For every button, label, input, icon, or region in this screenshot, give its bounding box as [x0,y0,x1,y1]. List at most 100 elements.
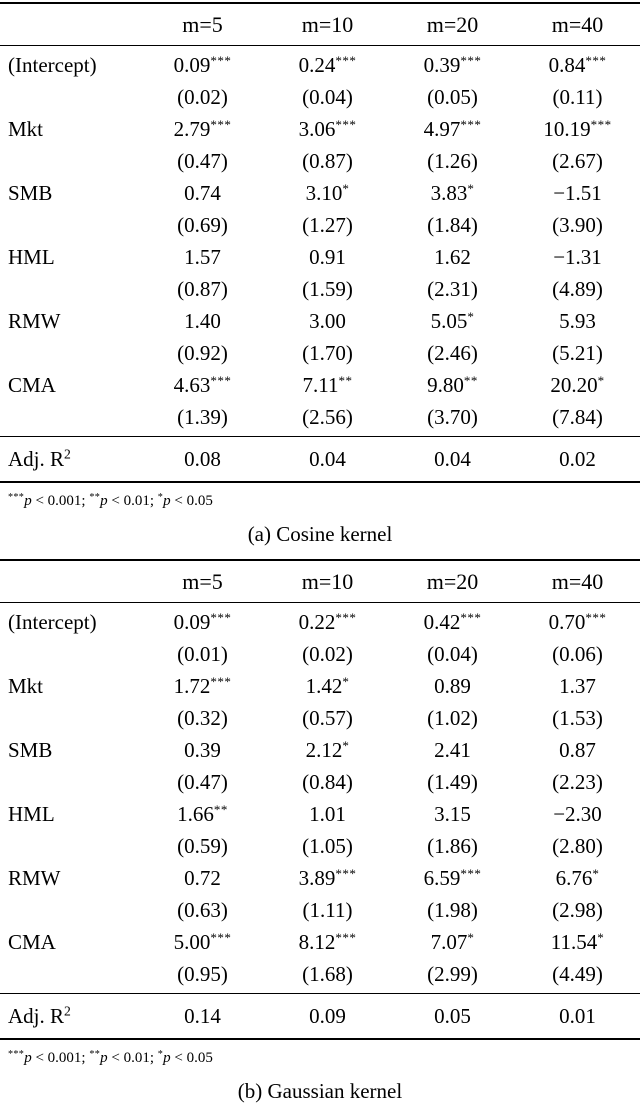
estimate-cell: 0.09*** [140,603,265,639]
estimate-value: 1.42 [305,674,343,698]
adj-r2-label-base: Adj. R [8,1004,65,1028]
significance-stars: *** [210,929,232,945]
estimate-cell: 0.72 [140,862,265,894]
coefficient-row: HML 1.66** 1.01 3.15 −2.30 [0,798,640,830]
std-error-cell: (1.70) [302,341,353,365]
estimate-value: 3.00 [309,309,346,333]
significance-stars: ** [338,372,353,388]
estimate-value: 6.59 [423,866,461,890]
table-caption: (a) Cosine kernel [247,522,393,546]
significance-stars: * [467,929,475,945]
significance-footnote: ***p < 0.001; **p < 0.01; *p < 0.05 [0,483,640,517]
column-header: m=5 [140,3,265,46]
empty-label-cell [0,209,140,241]
std-error-cell: (0.47) [177,770,228,794]
table-header-row: m=5 m=10 m=20 m=40 [0,3,640,46]
header-empty-cell [0,560,140,603]
std-error-cell: (2.56) [302,405,353,429]
significance-footnote: ***p < 0.001; **p < 0.01; *p < 0.05 [0,1040,640,1074]
adj-r2-row: Adj. R2 0.08 0.04 0.04 0.02 [0,436,640,483]
estimate-value: 1.40 [184,309,221,333]
estimate-value: 2.12 [305,738,343,762]
estimate-value: 0.42 [423,610,461,634]
estimate-cell: 3.10* [265,177,390,209]
footnote-stars: *** [8,491,25,503]
std-error-row: (0.95) (1.68) (2.99) (4.49) [0,958,640,994]
estimate-value: −2.30 [553,802,602,826]
kernel-table-section-cosine: m=5 m=10 m=20 m=40 (Intercept) 0.09*** 0.24**… [0,2,640,559]
footnote-p-variable: p [100,493,108,509]
significance-stars: *** [460,609,482,625]
column-header: m=20 [390,560,515,603]
estimate-value: 10.19 [543,117,591,141]
empty-label-cell [0,702,140,734]
empty-label-cell [0,638,140,670]
coefficient-row: RMW 1.40 3.00 5.05* 5.93 [0,305,640,337]
estimate-cell: 6.76* [515,862,640,894]
std-error-cell: (7.84) [552,405,603,429]
std-error-cell: (1.02) [427,706,478,730]
std-error-cell: (4.89) [552,277,603,301]
estimate-cell: 0.91 [265,241,390,273]
footnote-condition: < 0.01; [111,1050,155,1066]
footnote-p-variable: p [163,493,171,509]
significance-stars: * [342,673,350,689]
coefficient-row: HML 1.57 0.91 1.62 −1.31 [0,241,640,273]
estimate-cell: 0.74 [140,177,265,209]
estimate-value: 0.22 [298,610,336,634]
coefficient-label: HML [8,802,55,826]
std-error-cell: (1.26) [427,149,478,173]
coefficient-row: (Intercept) 0.09*** 0.24*** 0.39*** 0.84*** [0,46,640,82]
significance-stars: *** [335,52,357,68]
estimate-value: 0.09 [173,610,211,634]
coefficient-label: RMW [8,866,61,890]
estimate-cell: 11.54* [515,926,640,958]
estimate-cell: 5.00*** [140,926,265,958]
estimate-value: 0.89 [434,674,471,698]
estimate-value: 11.54 [550,930,598,954]
footnote-stars: * [157,1048,164,1060]
std-error-cell: (0.11) [552,85,603,109]
estimate-cell: 0.89 [390,670,515,702]
std-error-cell: (2.31) [427,277,478,301]
significance-stars: *** [585,609,607,625]
coefficient-row: (Intercept) 0.09*** 0.22*** 0.42*** 0.70*** [0,603,640,639]
estimate-cell: 5.93 [515,305,640,337]
column-header: m=10 [265,3,390,46]
footnote-p-variable: p [100,1050,108,1066]
estimate-cell: 3.15 [390,798,515,830]
std-error-cell: (0.32) [177,706,228,730]
adj-r2-row-inner: Adj. R2 0.14 0.09 0.05 0.01 [0,993,640,1040]
footnote-stars: * [157,491,164,503]
significance-stars: *** [460,116,482,132]
estimate-value: 0.39 [184,738,221,762]
estimate-cell: 2.12* [265,734,390,766]
significance-stars: * [342,180,350,196]
estimate-value: 7.07 [430,930,468,954]
footnote-condition: < 0.01; [111,493,155,509]
std-error-row: (0.69) (1.27) (1.84) (3.90) [0,209,640,241]
footnote-stars: ** [89,491,101,503]
std-error-cell: (0.87) [302,149,353,173]
std-error-cell: (0.87) [177,277,228,301]
std-error-row: (0.47) (0.84) (1.49) (2.23) [0,766,640,798]
estimate-value: 5.00 [173,930,211,954]
std-error-cell: (0.02) [302,642,353,666]
estimate-cell: 0.42*** [390,603,515,639]
std-error-cell: (0.01) [177,642,228,666]
adj-r2-row-inner: Adj. R2 0.08 0.04 0.04 0.02 [0,436,640,483]
estimate-value: 2.41 [434,738,471,762]
significance-stars: *** [335,609,357,625]
coefficient-label: CMA [8,373,56,397]
estimate-cell: 0.24*** [265,46,390,82]
significance-stars: *** [335,865,357,881]
estimate-cell: 10.19*** [515,113,640,145]
std-error-cell: (0.02) [177,85,228,109]
std-error-row: (0.47) (0.87) (1.26) (2.67) [0,145,640,177]
significance-stars: ** [213,801,228,817]
std-error-cell: (3.70) [427,405,478,429]
estimate-value: 9.80 [427,373,464,397]
adj-r2-value: 0.05 [390,993,515,1040]
adj-r2-value: 0.08 [140,436,265,483]
std-error-cell: (1.11) [302,898,353,922]
